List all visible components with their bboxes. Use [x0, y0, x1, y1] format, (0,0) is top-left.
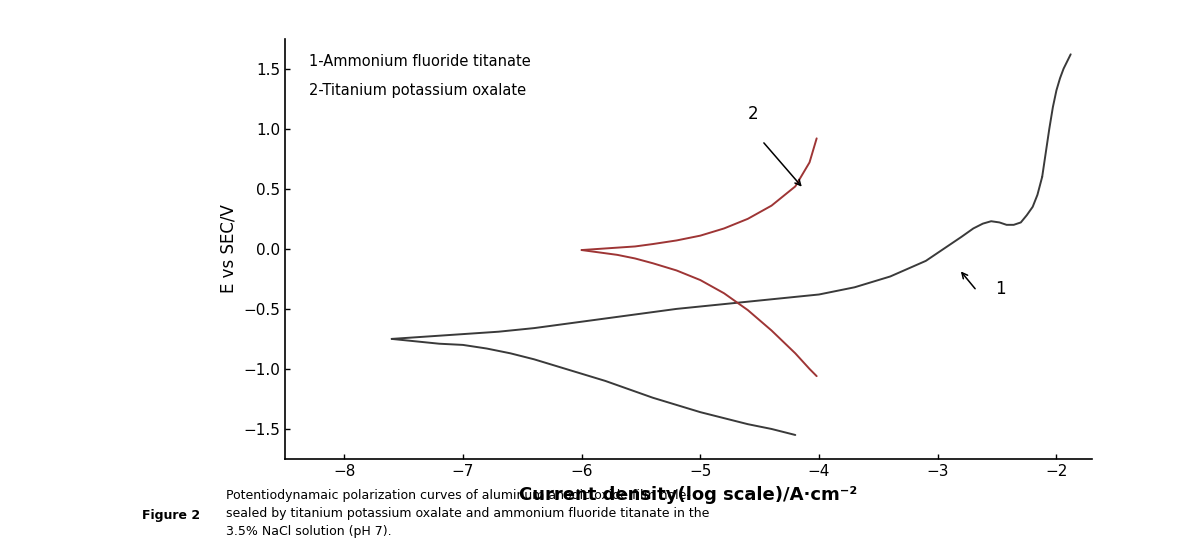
Text: 3.5% NaCl solution (pH 7).: 3.5% NaCl solution (pH 7).	[226, 525, 392, 538]
Text: sealed by titanium potassium oxalate and ammonium fluoride titanate in the: sealed by titanium potassium oxalate and…	[226, 507, 709, 520]
X-axis label: Current density(log scale)/A·cm⁻²: Current density(log scale)/A·cm⁻²	[520, 486, 857, 504]
Text: 2: 2	[748, 105, 758, 123]
Y-axis label: E vs SEC/V: E vs SEC/V	[220, 205, 237, 293]
Text: Figure 2: Figure 2	[142, 509, 199, 522]
Text: 2-Titanium potassium oxalate: 2-Titanium potassium oxalate	[309, 83, 526, 98]
Text: Potentiodynamaic polarization curves of aluminum anodic oxide film hole-: Potentiodynamaic polarization curves of …	[226, 489, 691, 503]
Text: 1-Ammonium fluoride titanate: 1-Ammonium fluoride titanate	[309, 54, 531, 69]
Text: 1: 1	[995, 280, 1005, 299]
